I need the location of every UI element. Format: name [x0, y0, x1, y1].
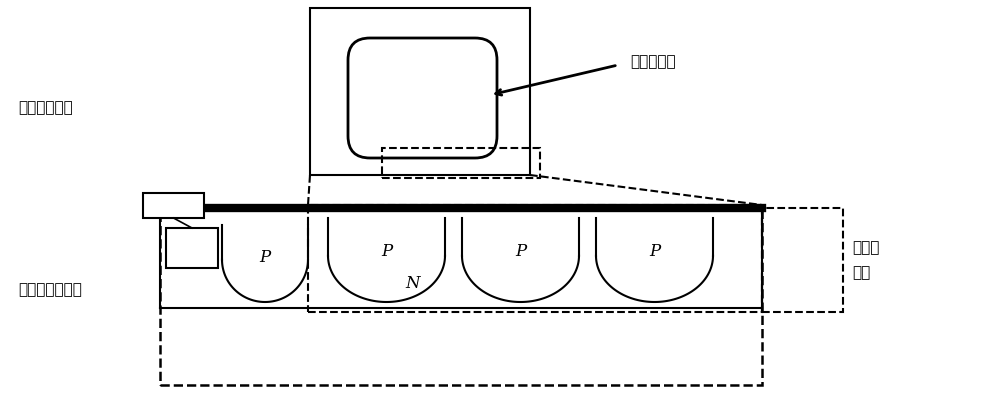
Text: P: P [259, 250, 271, 267]
Bar [382, 148, 540, 178]
FancyBboxPatch shape [348, 38, 497, 158]
Bar [762, 208, 843, 312]
Bar [308, 205, 762, 312]
Bar [166, 228, 218, 268]
Text: N: N [406, 275, 420, 292]
Text: 器件的边缘: 器件的边缘 [630, 55, 676, 70]
Text: N: N [186, 241, 198, 254]
Bar [160, 205, 762, 385]
Text: 器件的俯视：: 器件的俯视： [18, 100, 73, 115]
Text: P: P [381, 243, 393, 260]
Text: P: P [515, 243, 527, 260]
Bar [143, 193, 204, 218]
Text: P: P [649, 243, 661, 260]
Text: 器件的
边缘: 器件的 边缘 [852, 240, 879, 280]
Text: 器件的横截面：: 器件的横截面： [18, 282, 82, 297]
Bar [310, 8, 530, 175]
